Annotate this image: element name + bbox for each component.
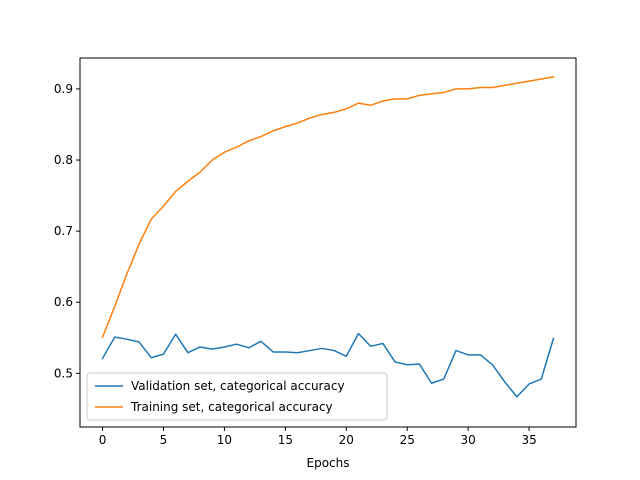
- y-tick-label: 0.8: [54, 153, 73, 167]
- y-tick-label: 0.6: [54, 295, 73, 309]
- y-tick-label: 0.5: [54, 366, 73, 380]
- x-axis-label: Epochs: [307, 456, 350, 470]
- x-tick-label: 25: [400, 433, 415, 447]
- x-tick-label: 20: [339, 433, 354, 447]
- legend-label: Training set, categorical accuracy: [130, 400, 333, 414]
- x-tick-label: 30: [461, 433, 476, 447]
- x-tick-label: 10: [217, 433, 232, 447]
- training-series-line: [101, 75, 555, 339]
- x-tick-label: 35: [521, 433, 536, 447]
- validation-series-line: [101, 332, 555, 398]
- y-axis: 0.5 0.6 0.7 0.8 0.9: [54, 82, 80, 380]
- x-tick-label: 0: [99, 433, 107, 447]
- legend: Validation set, categorical accuracy Trai…: [86, 372, 388, 421]
- x-axis: 0 5 10 15 20 25 30 35: [99, 427, 537, 447]
- plot-area: [101, 75, 555, 398]
- y-tick-label: 0.7: [54, 224, 73, 238]
- y-tick-label: 0.9: [54, 82, 73, 96]
- x-tick-label: 15: [278, 433, 293, 447]
- legend-label: Validation set, categorical accuracy: [131, 379, 345, 393]
- x-tick-label: 5: [160, 433, 168, 447]
- legend-box: [86, 372, 388, 421]
- axes-frame: [79, 57, 577, 428]
